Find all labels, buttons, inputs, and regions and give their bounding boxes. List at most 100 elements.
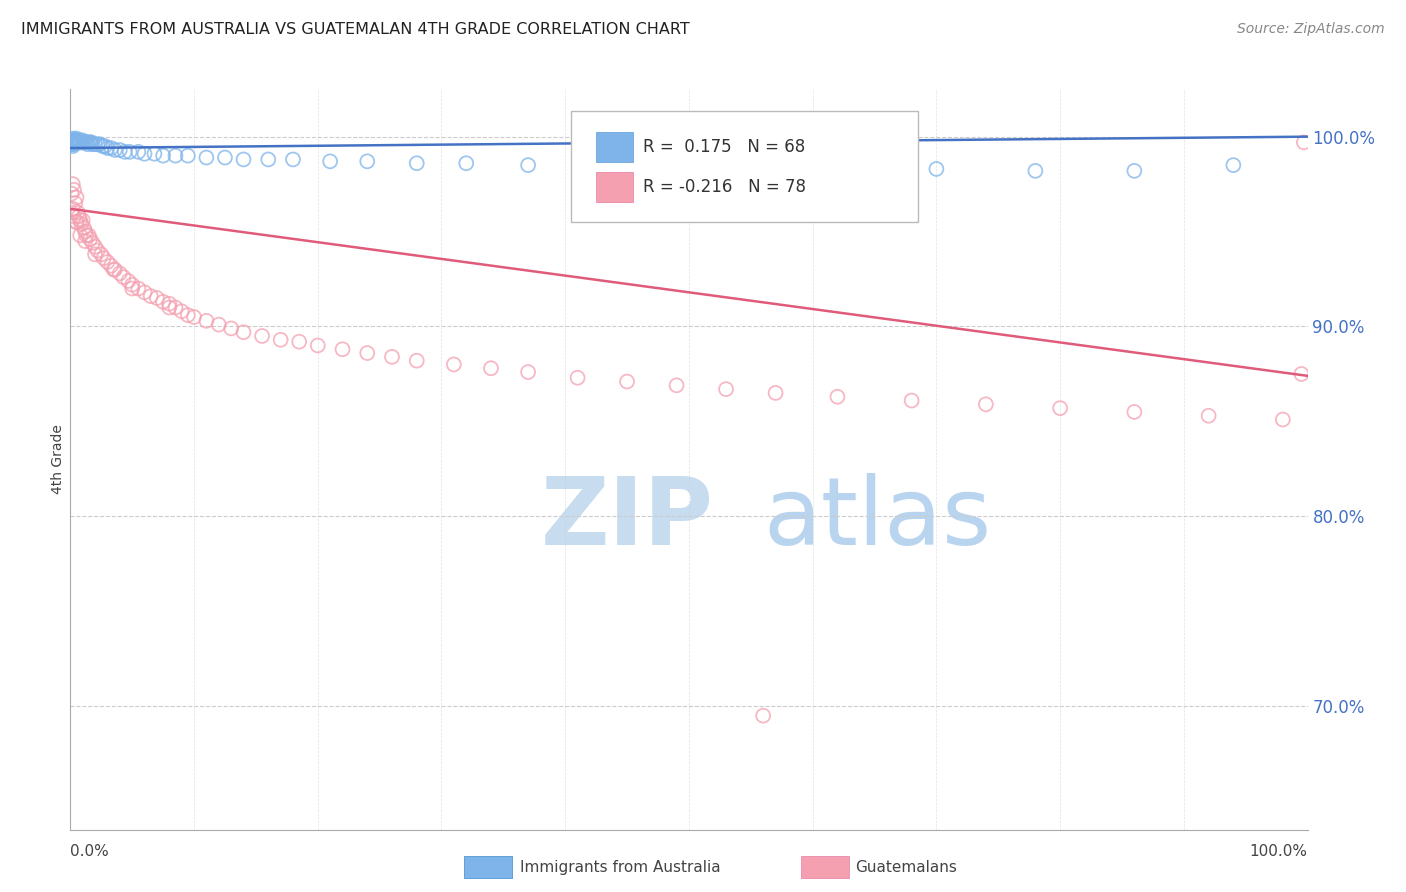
Point: [177, 308, 200, 322]
Point: [65, 215, 87, 229]
Point: [65, 196, 87, 211]
Point: [72, 213, 94, 227]
Point: [332, 343, 354, 357]
Point: [91, 139, 114, 153]
Point: [63, 133, 86, 147]
Point: [1292, 136, 1315, 150]
Point: [82, 235, 104, 250]
Point: [208, 318, 231, 332]
Point: [827, 161, 849, 176]
Point: [121, 277, 143, 292]
Point: [73, 136, 96, 150]
Point: [93, 251, 115, 265]
Point: [63, 183, 86, 197]
Point: [307, 338, 329, 352]
Text: atlas: atlas: [763, 473, 991, 565]
Point: [405, 156, 427, 170]
Point: [86, 137, 108, 152]
Point: [118, 145, 141, 159]
Point: [60, 205, 83, 219]
Point: [319, 154, 342, 169]
Point: [60, 136, 83, 150]
Point: [77, 136, 100, 150]
Point: [86, 244, 108, 258]
Point: [232, 325, 254, 339]
Point: [89, 137, 111, 152]
Text: 0.0%: 0.0%: [70, 845, 110, 859]
Point: [1024, 164, 1046, 178]
Point: [900, 393, 922, 408]
Point: [69, 213, 91, 227]
Point: [665, 378, 688, 392]
Point: [114, 145, 136, 159]
Point: [157, 301, 180, 315]
Point: [65, 133, 87, 147]
Point: [146, 291, 169, 305]
Point: [974, 397, 997, 411]
Point: [69, 136, 91, 150]
Point: [381, 350, 404, 364]
Point: [84, 137, 107, 152]
Point: [66, 205, 89, 219]
Point: [127, 145, 149, 159]
Point: [143, 146, 166, 161]
Point: [765, 386, 787, 401]
Point: [72, 136, 94, 150]
Text: ZIP: ZIP: [540, 473, 713, 565]
Point: [79, 136, 101, 150]
Point: [104, 143, 127, 157]
Point: [579, 158, 602, 172]
Point: [72, 133, 94, 147]
Point: [65, 133, 87, 147]
Point: [1123, 164, 1146, 178]
Point: [517, 365, 540, 379]
Point: [219, 321, 242, 335]
Text: R = -0.216   N = 78: R = -0.216 N = 78: [643, 178, 806, 196]
Point: [117, 274, 139, 288]
Point: [183, 310, 205, 324]
Point: [60, 186, 83, 201]
Point: [356, 154, 378, 169]
Point: [65, 136, 87, 150]
Point: [356, 346, 378, 360]
Point: [1198, 409, 1220, 423]
Point: [121, 281, 143, 295]
Point: [65, 136, 87, 150]
Point: [104, 262, 127, 277]
Point: [152, 148, 174, 162]
Point: [100, 259, 122, 273]
Point: [75, 228, 97, 243]
Point: [62, 133, 84, 147]
Point: [170, 304, 193, 318]
Point: [127, 281, 149, 295]
Point: [177, 148, 200, 162]
Point: [616, 375, 638, 389]
Point: [257, 153, 280, 167]
Point: [84, 247, 107, 261]
Point: [63, 137, 86, 152]
Point: [75, 136, 97, 150]
Point: [752, 708, 775, 723]
Point: [62, 131, 84, 145]
Point: [567, 370, 589, 384]
Point: [94, 139, 117, 153]
Point: [1049, 401, 1071, 416]
Point: [740, 160, 762, 174]
Point: [75, 234, 97, 248]
Text: IMMIGRANTS FROM AUSTRALIA VS GUATEMALAN 4TH GRADE CORRELATION CHART: IMMIGRANTS FROM AUSTRALIA VS GUATEMALAN …: [21, 22, 690, 37]
Point: [65, 131, 87, 145]
Point: [76, 137, 98, 152]
Point: [714, 382, 737, 396]
Point: [60, 137, 83, 152]
Point: [232, 153, 254, 167]
Bar: [596, 172, 633, 202]
Point: [134, 285, 156, 300]
Point: [75, 136, 97, 150]
Point: [925, 161, 948, 176]
Point: [65, 215, 87, 229]
Point: [517, 158, 540, 172]
Point: [479, 361, 502, 376]
Point: [73, 220, 96, 235]
Point: [90, 247, 112, 261]
Point: [195, 151, 218, 165]
